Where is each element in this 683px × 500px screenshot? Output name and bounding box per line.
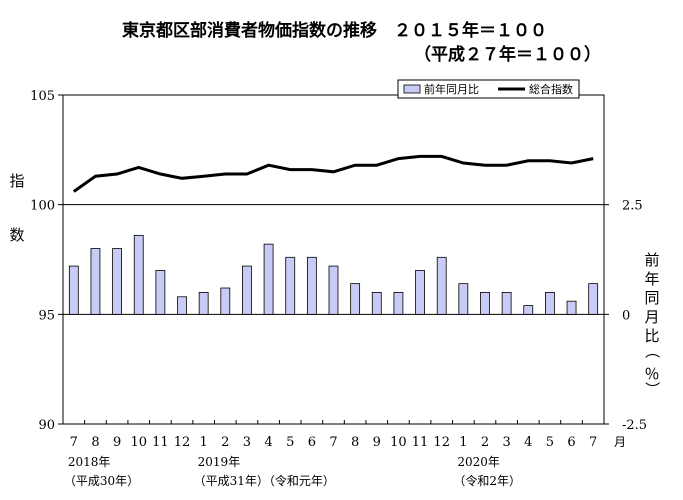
right-axis-label-char: 年 (644, 270, 659, 288)
era-label: （平成31年）（令和元年） (194, 473, 335, 488)
bar-yoy (285, 256, 296, 315)
bar-yoy (155, 270, 166, 315)
right-axis-label-char: 比 (644, 327, 659, 345)
x-tick-label: 4 (264, 435, 272, 450)
bar-yoy (68, 265, 79, 315)
x-tick-label: 4 (524, 435, 532, 450)
x-tick-label: 10 (390, 435, 407, 450)
bar-yoy (566, 300, 577, 315)
x-tick-label: 7 (589, 435, 597, 450)
bar-yoy (371, 291, 382, 315)
bar-yoy (112, 248, 122, 315)
x-tick-label: 1 (200, 435, 208, 450)
legend-box (397, 79, 580, 99)
bar-yoy (220, 287, 231, 315)
bar-yoy (263, 243, 274, 315)
x-tick-label: 6 (567, 435, 575, 450)
right-tick-label: 2.5 (622, 199, 643, 214)
x-unit-label: 月 (614, 435, 626, 449)
bar-yoy (328, 265, 339, 315)
bar-yoy (588, 283, 599, 315)
right-tick-label: 0 (622, 308, 630, 323)
x-tick-label: 8 (91, 435, 99, 450)
bar-yoy (523, 305, 534, 315)
bar-yoy (480, 291, 490, 315)
left-tick-label: 100 (30, 199, 55, 214)
x-tick-label: 1 (459, 435, 467, 450)
left-tick-label: 105 (30, 89, 55, 104)
left-axis-label-char: 指 (9, 172, 24, 190)
x-tick-label: 11 (412, 435, 429, 450)
bar-yoy (393, 291, 404, 315)
right-axis-label-char: ） (643, 381, 661, 396)
x-tick-label: 5 (546, 435, 554, 450)
bar-yoy (458, 283, 469, 315)
bar-yoy (90, 248, 101, 315)
right-axis-label-char: 前 (644, 251, 659, 269)
x-tick-label: 2 (221, 435, 229, 450)
bar-yoy (198, 291, 209, 315)
x-tick-label: 9 (373, 435, 381, 450)
x-tick-label: 2 (481, 435, 489, 450)
x-tick-label: 10 (130, 435, 147, 450)
bar-yoy (177, 296, 187, 315)
x-tick-label: 7 (329, 435, 337, 450)
x-tick-label: 6 (308, 435, 316, 450)
era-label: （平成30年） (64, 474, 139, 488)
line-cpi-total (72, 154, 594, 193)
bar-yoy (415, 270, 425, 315)
legend-label-total: 総合指数 (529, 82, 573, 96)
bar-yoy (242, 265, 252, 315)
left-axis-label-char: 数 (9, 226, 24, 244)
legend-label-yoy: 前年同月比 (424, 82, 479, 96)
bar-yoy (133, 234, 144, 315)
x-tick-label: 3 (243, 435, 251, 450)
x-tick-label: 12 (174, 435, 191, 450)
right-axis-label-char: （ (643, 343, 661, 358)
right-tick-label: -2.5 (622, 418, 647, 433)
legend-swatch-bar (403, 84, 421, 94)
bar-yoy (306, 256, 317, 315)
right-axis-label-char: 月 (644, 308, 659, 326)
bar-yoy (501, 291, 512, 315)
bar-yoy (436, 256, 447, 315)
year-label: 2020年 (457, 455, 500, 469)
plot-frame (62, 94, 605, 425)
left-tick-label: 90 (38, 418, 55, 433)
x-tick-label: 9 (113, 435, 121, 450)
chart-title: 東京都区部消費者物価指数の推移 ２０１５年＝１００ (122, 21, 547, 41)
right-axis-label-char: 同 (644, 289, 659, 307)
x-tick-label: 3 (502, 435, 510, 450)
x-tick-label: 8 (351, 435, 359, 450)
x-tick-label: 12 (433, 435, 450, 450)
year-label: 2018年 (68, 455, 111, 469)
chart-subtitle: （平成２７年＝１００） (414, 45, 601, 65)
left-tick-label: 95 (38, 308, 55, 323)
x-tick-label: 11 (152, 435, 169, 450)
x-tick-label: 5 (286, 435, 294, 450)
right-axis-label-char: ％ (644, 365, 659, 383)
bar-yoy (545, 291, 555, 315)
era-label: （令和2年） (453, 473, 521, 488)
x-tick-label: 7 (70, 435, 78, 450)
bar-yoy (350, 283, 361, 315)
year-label: 2019年 (198, 455, 241, 469)
